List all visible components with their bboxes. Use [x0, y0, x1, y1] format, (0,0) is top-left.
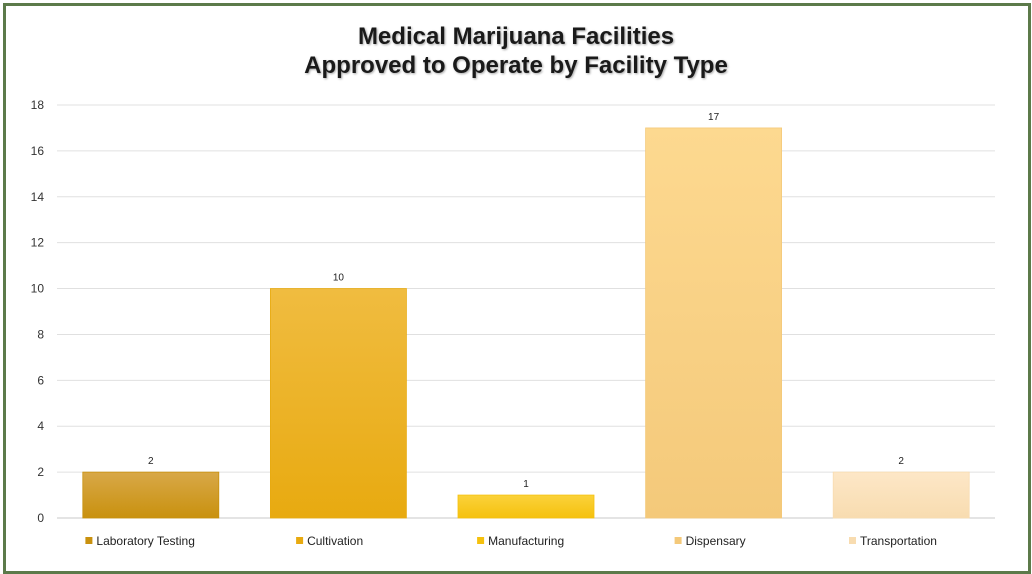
legend-swatch: [477, 537, 485, 544]
legend-label: Transportation: [860, 534, 937, 548]
bar-laboratory-testing: [82, 471, 220, 519]
y-tick-label: 8: [37, 327, 44, 341]
data-label: 10: [333, 273, 345, 284]
y-axis-ticks: 0 2 4 6 8 10 12 14 16 18: [31, 98, 45, 525]
y-tick-label: 6: [37, 373, 44, 387]
legend: Laboratory Testing Cultivation Manufacturi…: [85, 534, 937, 548]
bar-manufacturing: [457, 494, 595, 519]
y-tick-label: 12: [31, 236, 45, 250]
y-tick-label: 16: [31, 144, 45, 158]
y-tick-label: 14: [31, 190, 45, 204]
chart-title: Medical Marijuana Facilities Approved to…: [0, 22, 1032, 80]
legend-label: Manufacturing: [488, 534, 564, 548]
data-labels: 2 10 1 17 2: [148, 112, 904, 490]
legend-swatch: [674, 537, 682, 544]
data-label: 2: [898, 456, 904, 467]
y-tick-label: 10: [31, 282, 45, 296]
legend-label: Laboratory Testing: [96, 534, 195, 548]
y-tick-label: 2: [37, 465, 44, 479]
y-tick-label: 4: [37, 419, 44, 433]
chart-title-line-1: Medical Marijuana Facilities: [357, 23, 675, 50]
bar-cultivation: [269, 288, 407, 519]
legend-swatch: [849, 537, 856, 544]
gridlines: [57, 104, 995, 519]
bars: [82, 127, 970, 519]
data-label: 2: [148, 456, 154, 467]
legend-label: Cultivation: [307, 534, 363, 548]
legend-label: Dispensary: [686, 534, 746, 548]
data-label: 17: [708, 112, 720, 123]
bar-transportation: [832, 471, 970, 519]
bar-dispensary: [645, 127, 782, 519]
chart-title-line-2: Approved to Operate by Facility Type: [304, 52, 728, 79]
y-tick-label: 0: [37, 511, 44, 525]
y-tick-label: 18: [31, 98, 45, 112]
legend-swatch: [296, 537, 304, 544]
legend-swatch: [85, 537, 93, 544]
data-label: 1: [523, 479, 529, 490]
